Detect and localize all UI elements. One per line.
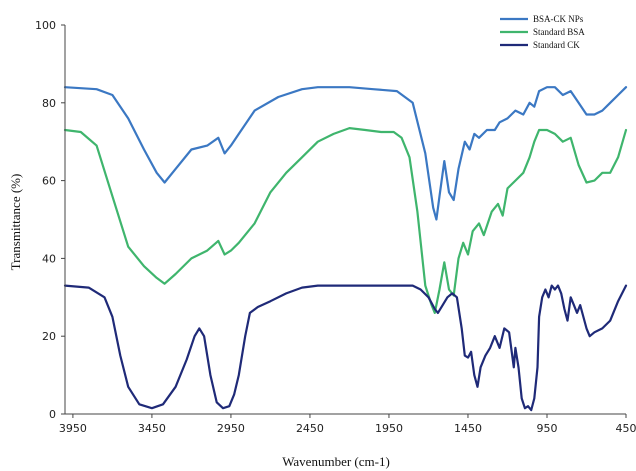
y-tick-label: 0: [49, 408, 56, 421]
x-axis-label: Wavenumber (cm-1): [282, 454, 390, 469]
legend-label: Standard CK: [533, 40, 580, 50]
y-tick-label: 80: [42, 97, 56, 110]
legend: BSA-CK NPs Standard BSA Standard CK: [500, 14, 585, 50]
y-axis-label: Transmittance (%): [8, 174, 23, 271]
x-tick-label: 450: [616, 422, 636, 435]
x-tick-label: 950: [536, 422, 557, 435]
x-tick-label: 3950: [59, 422, 87, 435]
axes: 0 20 40 60 80 100 3950 3450 2950 2450 1950 1450 950 4…: [35, 19, 636, 435]
series-line-3: [63, 284, 628, 412]
y-tick-label: 60: [42, 175, 56, 188]
x-tick-label: 2450: [296, 422, 324, 435]
x-tick-label: 1450: [454, 422, 482, 435]
legend-label: BSA-CK NPs: [533, 14, 584, 24]
x-tick-label: 2950: [217, 422, 245, 435]
x-tick-label: 3450: [138, 422, 166, 435]
plot-area: [63, 86, 628, 412]
y-tick-label: 100: [35, 19, 56, 32]
series-line-1: [63, 86, 628, 221]
legend-label: Standard BSA: [533, 27, 585, 37]
series-line-2: [63, 127, 628, 314]
x-tick-label: 1950: [375, 422, 403, 435]
y-tick-label: 20: [42, 330, 56, 343]
y-tick-label: 40: [42, 252, 56, 265]
